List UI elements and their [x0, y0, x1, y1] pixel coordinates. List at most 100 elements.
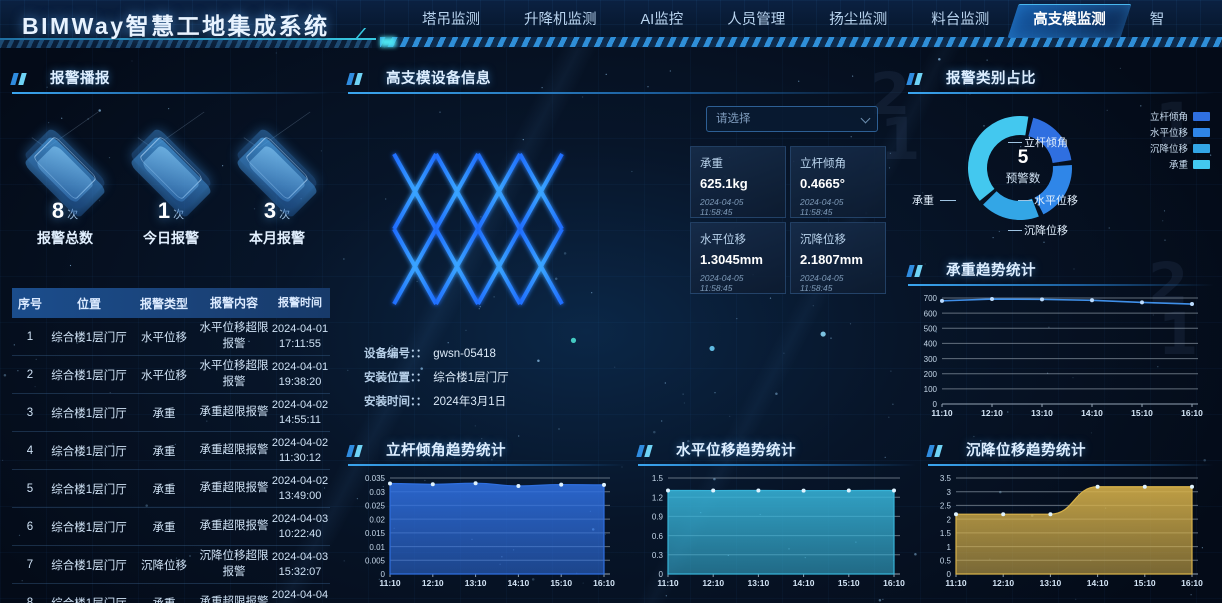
donut-center-label: 预警数: [948, 170, 1098, 186]
data-point-0[interactable]: [388, 481, 392, 485]
table-cell: 水平位移: [130, 329, 198, 345]
y-tick-label: 0.005: [365, 556, 386, 565]
legend-item-3[interactable]: 承重: [1150, 156, 1210, 172]
area-series[interactable]: [390, 483, 604, 574]
data-point-2[interactable]: [1040, 297, 1044, 301]
data-point-5[interactable]: [1190, 485, 1194, 489]
table-cell: 综合楼1层门厅: [48, 367, 130, 383]
data-point-2[interactable]: [474, 481, 478, 485]
line-series[interactable]: [942, 299, 1192, 304]
nav-tab-label: AI监控: [641, 12, 684, 28]
donut-callout-2: 沉降位移: [1024, 222, 1068, 238]
table-cell: 2024-04-03 10:22:40: [270, 512, 330, 542]
stat-stack-icon: [224, 108, 330, 194]
panel-title-text: 承重趋势统计: [946, 258, 1036, 284]
table-cell: 承重超限报警: [198, 443, 270, 459]
device-select[interactable]: 请选择: [706, 106, 878, 132]
data-point-2[interactable]: [1048, 512, 1052, 516]
area-series[interactable]: [956, 487, 1192, 574]
data-point-4[interactable]: [847, 489, 851, 493]
y-tick-label: 0.015: [365, 529, 386, 538]
title-bars-icon: [638, 445, 651, 457]
panel-title-text: 水平位移趋势统计: [676, 438, 796, 464]
legend-item-0[interactable]: 立杆倾角: [1150, 108, 1210, 124]
donut-slice-2[interactable]: [983, 191, 1039, 220]
data-point-0[interactable]: [954, 512, 958, 516]
table-row[interactable]: 3 综合楼1层门厅 承重 承重超限报警 2024-04-02 14:55:11: [12, 394, 330, 432]
x-tick-label: 14:10: [508, 578, 530, 588]
nav-tab-label: 扬尘监测: [829, 12, 887, 28]
tilt-trend-chart[interactable]: 0 0.005 0.01 0.015 0.02 0.025 0.03 0.035 11:10 12…: [348, 468, 626, 600]
main-navigation[interactable]: 塔吊监测 升降机监测 AI监控 人员管理 扬尘监测 料台监测 高支模监测 智: [400, 0, 1186, 40]
data-point-3[interactable]: [1096, 485, 1100, 489]
data-point-4[interactable]: [1143, 485, 1147, 489]
legend-item-2[interactable]: 沉降位移: [1150, 140, 1210, 156]
panel-title-pie: 报警类别占比: [908, 66, 1214, 94]
table-row[interactable]: 7 综合楼1层门厅 沉降位移 沉降位移超限报警 2024-04-03 15:32:07: [12, 546, 330, 584]
table-row[interactable]: 2 综合楼1层门厅 水平位移 水平位移超限报警 2024-04-01 19:38:20: [12, 356, 330, 394]
nav-tab-2[interactable]: AI监控: [619, 0, 706, 40]
donut-chart[interactable]: 5 预警数: [948, 100, 1098, 240]
nav-tab-5[interactable]: 料台监测: [909, 0, 1011, 40]
table-column-header: 位置: [48, 295, 130, 312]
nav-tab-3[interactable]: 人员管理: [705, 0, 807, 40]
table-row[interactable]: 6 综合楼1层门厅 承重 承重超限报警 2024-04-03 10:22:40: [12, 508, 330, 546]
donut-callout-1: 水平位移: [1034, 192, 1078, 208]
horizontal-trend-chart[interactable]: 0 0.3 0.6 0.9 1.2 1.5 11:10 12:10 13:10 14:10 15:1…: [638, 468, 916, 600]
table-cell: 综合楼1层门厅: [48, 519, 130, 535]
nav-tab-4[interactable]: 扬尘监测: [807, 0, 909, 40]
legend-label: 承重: [1169, 157, 1188, 171]
data-point-0[interactable]: [666, 488, 670, 492]
table-cell: 承重超限报警: [198, 405, 270, 421]
meta-value: gwsn-05418: [433, 348, 496, 360]
panel-title-text: 报警类别占比: [946, 66, 1036, 92]
nav-tab-7[interactable]: 智: [1128, 0, 1187, 40]
nav-tab-6[interactable]: 高支模监测: [1011, 0, 1128, 40]
device-meta-2: 安装时间：： 2024年3月1日: [364, 390, 509, 414]
panel-title-text: 立杆倾角趋势统计: [386, 438, 506, 464]
table-row[interactable]: 4 综合楼1层门厅 承重 承重超限报警 2024-04-02 11:30:12: [12, 432, 330, 470]
table-row[interactable]: 1 综合楼1层门厅 水平位移 水平位移超限报警 2024-04-01 17:11:55: [12, 318, 330, 356]
data-point-2[interactable]: [756, 488, 760, 492]
x-tick-label: 13:10: [748, 578, 770, 588]
data-point-1[interactable]: [1001, 512, 1005, 516]
data-point-5[interactable]: [1190, 302, 1194, 306]
app-header: BIMWay智慧工地集成系统 塔吊监测 升降机监测 AI监控 人员管理 扬尘监测 料台监测…: [0, 0, 1222, 48]
nav-tab-1[interactable]: 升降机监测: [502, 0, 619, 40]
legend-item-1[interactable]: 水平位移: [1150, 124, 1210, 140]
donut-leader-line: [1018, 200, 1032, 201]
metric-card-2: 水平位移 1.3045mm 2024-04-05 11:58:45: [690, 222, 786, 294]
y-tick-label: 0.5: [940, 556, 952, 565]
data-point-4[interactable]: [1140, 300, 1144, 304]
x-tick-label: 15:10: [1134, 578, 1156, 588]
title-rule: [348, 464, 626, 466]
metric-card-1: 立杆倾角 0.4665° 2024-04-05 11:58:45: [790, 146, 886, 218]
legend-label: 立杆倾角: [1150, 109, 1188, 123]
area-series[interactable]: [668, 490, 894, 574]
data-point-3[interactable]: [1090, 298, 1094, 302]
table-row[interactable]: 5 综合楼1层门厅 承重 承重超限报警 2024-04-02 13:49:00: [12, 470, 330, 508]
donut-legend[interactable]: 立杆倾角 水平位移 沉降位移 承重: [1150, 108, 1210, 172]
panel-title-alarm: 报警播报: [12, 66, 330, 94]
data-point-1[interactable]: [431, 482, 435, 486]
load-trend-chart[interactable]: 0 100 200 300 400 500 600 700 11:10 12:10 13:10 14:…: [908, 288, 1214, 430]
data-point-3[interactable]: [802, 489, 806, 493]
metric-card-0: 承重 625.1kg 2024-04-05 11:58:45: [690, 146, 786, 218]
nav-tab-0[interactable]: 塔吊监测: [400, 0, 502, 40]
title-bars-icon: [908, 265, 921, 277]
data-point-5[interactable]: [602, 483, 606, 487]
data-point-3[interactable]: [516, 484, 520, 488]
y-tick-label: 0.03: [369, 488, 385, 497]
table-cell: 综合楼1层门厅: [48, 557, 130, 573]
device-select-wrapper[interactable]: 请选择: [706, 106, 878, 132]
data-point-1[interactable]: [990, 297, 994, 301]
data-point-4[interactable]: [559, 483, 563, 487]
data-point-0[interactable]: [940, 299, 944, 303]
alarm-category-panel: 报警类别占比 5 预警数 立杆倾角 水平位移 沉降位移 承重 立杆倾角 水平位移 沉降…: [908, 66, 1214, 252]
data-point-1[interactable]: [711, 489, 715, 493]
legend-label: 沉降位移: [1150, 141, 1188, 155]
settlement-trend-chart[interactable]: 0 0.5 1 1.5 2 2.5 3 3.5 11:10 12:10 13:10 14:10 15:1…: [928, 468, 1214, 600]
table-row[interactable]: 8 综合楼1层门厅承重承重超限报警2024-04-0418:12:45: [12, 584, 330, 603]
data-point-5[interactable]: [892, 488, 896, 492]
table-cell: 综合楼1层门厅: [48, 595, 130, 603]
